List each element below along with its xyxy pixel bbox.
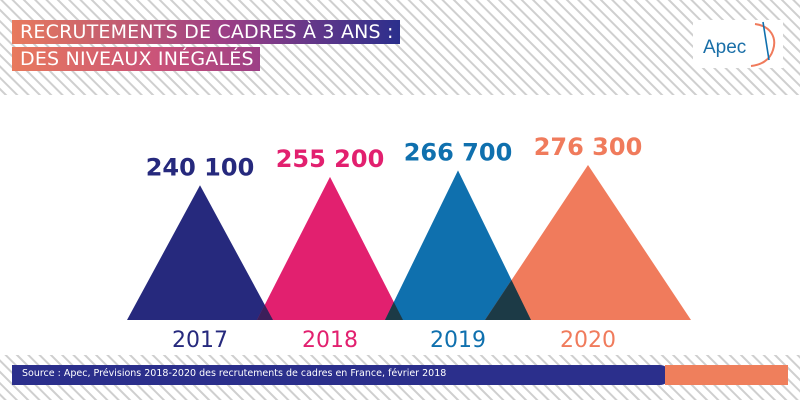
triangle-2020 (485, 165, 691, 320)
overlap-2017-2018 (257, 304, 273, 320)
source-text: Source : Apec, Prévisions 2018-2020 des … (22, 368, 447, 379)
year-label-2019: 2019 (430, 328, 486, 353)
title-line-2: DES NIVEAUX INÉGALÉS (12, 47, 260, 71)
overlap-2018-2019 (385, 301, 403, 320)
value-label-2020: 276 300 (534, 133, 643, 161)
apec-logo: Apec (693, 20, 783, 68)
overlap-2019-2020 (485, 280, 531, 320)
source-bar: Source : Apec, Prévisions 2018-2020 des … (12, 365, 670, 385)
value-label-2018: 255 200 (276, 145, 385, 173)
title-line-1: RECRUTEMENTS DE CADRES À 3 ANS : (12, 20, 400, 44)
year-label-2017: 2017 (172, 328, 228, 353)
triangle-2018 (257, 176, 403, 320)
year-label-2018: 2018 (302, 328, 358, 353)
triangle-2017 (127, 185, 273, 320)
triangle-2019 (385, 170, 531, 320)
value-label-2017: 240 100 (146, 153, 255, 181)
triangle-chart: 240 100 2017 255 200 2018 266 700 2019 276 300… (127, 133, 691, 353)
value-label-2019: 266 700 (404, 138, 513, 166)
logo-text: Apec (703, 37, 746, 58)
accent-bar (665, 365, 788, 385)
year-label-2020: 2020 (560, 328, 616, 353)
